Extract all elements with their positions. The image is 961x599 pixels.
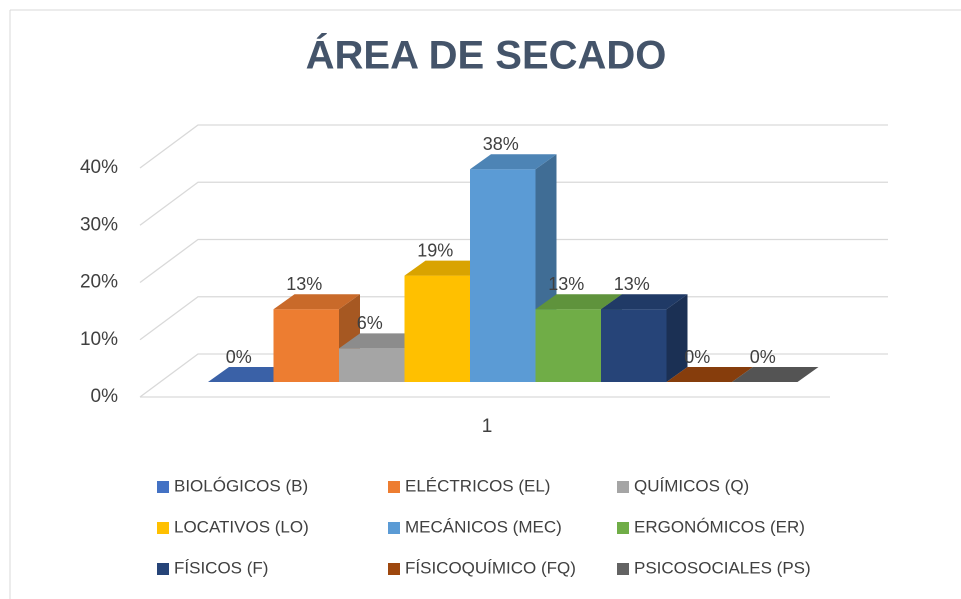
legend-label: FÍSICOQUÍMICO (FQ) xyxy=(405,558,576,577)
legend-label: FÍSICOS (F) xyxy=(174,558,268,577)
bar-top xyxy=(273,294,360,310)
bar-top xyxy=(666,367,753,382)
legend-swatch xyxy=(388,563,400,575)
grid-line xyxy=(139,238,888,284)
value-label: 6% xyxy=(357,313,383,333)
bar xyxy=(470,169,536,382)
bar xyxy=(273,309,339,382)
value-label: 0% xyxy=(750,347,776,367)
grid-line xyxy=(139,181,888,226)
bar-top xyxy=(404,260,491,276)
legend-swatch xyxy=(388,522,400,534)
legend-swatch xyxy=(617,481,629,493)
grid-line xyxy=(139,124,888,169)
y-tick-label: 40% xyxy=(80,157,118,178)
value-label: 13% xyxy=(614,274,650,294)
bar-side xyxy=(666,294,688,382)
value-label: 0% xyxy=(226,347,252,367)
value-label: 19% xyxy=(417,240,453,260)
legend-label: QUÍMICOS (Q) xyxy=(634,476,749,495)
bar xyxy=(404,275,470,382)
y-tick-label: 20% xyxy=(80,272,118,293)
bar-top xyxy=(470,154,557,170)
y-tick-label: 30% xyxy=(80,214,118,235)
legend-swatch xyxy=(157,481,169,493)
legend-swatch xyxy=(617,563,629,575)
value-label: 0% xyxy=(684,347,710,367)
chart-title: ÁREA DE SECADO xyxy=(306,33,667,78)
legend-swatch xyxy=(157,563,169,575)
bar xyxy=(339,348,405,382)
bar xyxy=(601,309,667,382)
legend-swatch xyxy=(388,481,400,493)
bar-top xyxy=(208,367,295,382)
legend-label: LOCATIVOS (LO) xyxy=(174,517,309,536)
legend-label: ELÉCTRICOS (EL) xyxy=(405,476,550,495)
legend-swatch xyxy=(157,522,169,534)
y-tick-label: 10% xyxy=(80,329,118,350)
value-label: 13% xyxy=(286,274,322,294)
x-tick-label: 1 xyxy=(482,416,493,437)
bar xyxy=(535,309,601,382)
legend-label: ERGONÓMICOS (ER) xyxy=(634,517,805,536)
legend-swatch xyxy=(617,522,629,534)
legend-label: PSICOSOCIALES (PS) xyxy=(634,558,811,577)
bar-top xyxy=(339,333,426,349)
legend-label: BIOLÓGICOS (B) xyxy=(174,476,308,495)
legend-label: MECÁNICOS (MEC) xyxy=(405,517,562,536)
bar-top xyxy=(535,294,622,310)
value-label: 13% xyxy=(548,274,584,294)
bar-top xyxy=(601,294,688,310)
bar-top xyxy=(732,367,819,382)
value-label: 38% xyxy=(483,134,519,154)
y-tick-label: 0% xyxy=(91,386,119,407)
